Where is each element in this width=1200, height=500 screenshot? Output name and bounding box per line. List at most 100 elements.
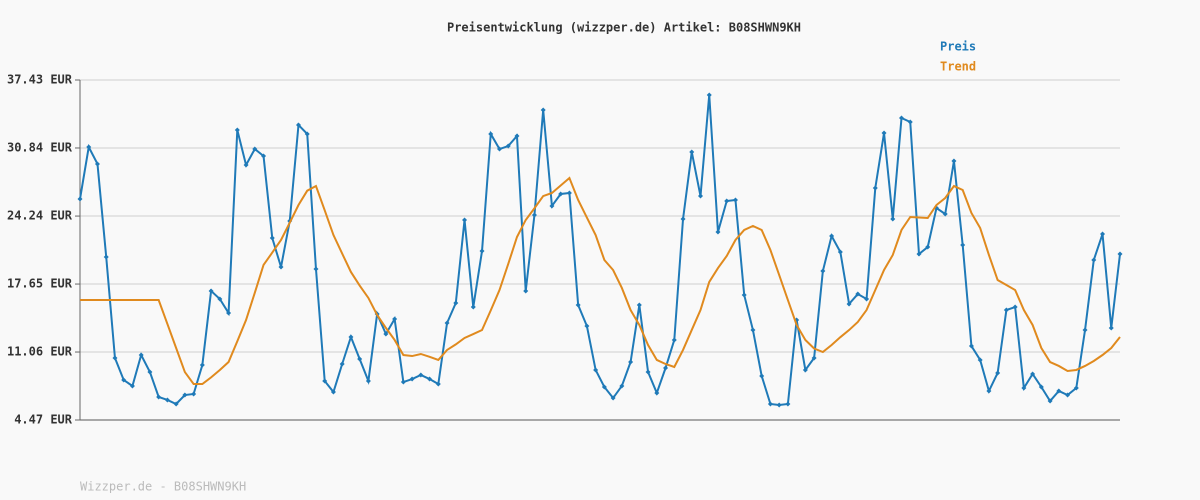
data-point xyxy=(1056,388,1062,394)
data-point xyxy=(129,383,135,389)
data-point xyxy=(1047,398,1053,404)
data-point xyxy=(1021,385,1027,391)
data-point xyxy=(741,292,747,298)
data-point xyxy=(846,301,852,307)
data-point xyxy=(829,233,835,239)
series-line xyxy=(80,176,1121,385)
data-point xyxy=(899,115,905,121)
data-point xyxy=(505,143,511,149)
data-point xyxy=(925,244,931,250)
data-point xyxy=(872,185,878,191)
data-point xyxy=(558,191,564,197)
data-point xyxy=(313,266,319,272)
data-point xyxy=(977,357,983,363)
data-point xyxy=(881,130,887,136)
data-point xyxy=(77,196,83,202)
data-point xyxy=(864,296,870,302)
y-tick-label: 30.84 EUR xyxy=(7,140,73,154)
data-point xyxy=(383,331,389,337)
data-point xyxy=(663,365,669,371)
data-point xyxy=(295,122,301,128)
data-point xyxy=(549,203,555,209)
data-point xyxy=(619,383,625,389)
data-point xyxy=(531,212,537,218)
data-point xyxy=(278,264,284,270)
data-point xyxy=(409,376,415,382)
data-point xyxy=(855,291,861,297)
data-point xyxy=(942,211,948,217)
data-point xyxy=(698,193,704,199)
data-point xyxy=(628,359,634,365)
data-point xyxy=(470,304,476,310)
data-point xyxy=(217,296,223,302)
data-point xyxy=(1108,325,1114,331)
data-point xyxy=(462,217,468,223)
data-point xyxy=(995,370,1001,376)
data-point xyxy=(138,352,144,358)
data-point xyxy=(208,288,214,294)
chart-title: Preisentwicklung (wizzper.de) Artikel: B… xyxy=(447,21,801,35)
series-line xyxy=(79,94,1121,407)
data-point xyxy=(1038,384,1044,390)
legend-label: Preis xyxy=(940,40,976,54)
data-point xyxy=(951,158,957,164)
data-point xyxy=(479,248,485,254)
data-point xyxy=(645,369,651,375)
data-point xyxy=(252,146,258,152)
data-point xyxy=(234,127,240,133)
data-point xyxy=(121,377,127,383)
data-point xyxy=(890,216,896,222)
data-point xyxy=(269,235,275,241)
data-point xyxy=(759,373,765,379)
data-point xyxy=(357,356,363,362)
y-tick-label: 17.65 EUR xyxy=(7,277,73,291)
data-point xyxy=(916,251,922,257)
data-point xyxy=(243,162,249,168)
footer: Wizzper.de - B08SHWN9KH xyxy=(80,480,246,494)
data-point xyxy=(112,355,118,361)
data-point xyxy=(523,288,529,294)
data-point xyxy=(610,395,616,401)
data-point xyxy=(1073,385,1079,391)
data-point xyxy=(191,391,197,397)
data-point xyxy=(182,392,188,398)
data-point xyxy=(601,384,607,390)
data-point xyxy=(636,302,642,308)
data-point xyxy=(348,334,354,340)
data-point xyxy=(496,146,502,152)
data-point xyxy=(103,254,109,260)
y-tick-label: 4.47 EUR xyxy=(14,413,73,427)
data-point xyxy=(706,92,712,98)
data-point xyxy=(1100,231,1106,237)
data-point xyxy=(322,378,328,384)
data-point xyxy=(680,216,686,222)
data-point xyxy=(689,149,695,155)
data-point xyxy=(593,367,599,373)
data-point xyxy=(837,249,843,255)
data-point xyxy=(453,300,459,306)
data-point xyxy=(400,379,406,385)
data-point xyxy=(575,302,581,308)
data-point xyxy=(339,361,345,367)
data-point xyxy=(147,369,153,375)
data-point xyxy=(1030,371,1036,377)
data-point xyxy=(173,401,179,407)
data-point xyxy=(365,378,371,384)
data-point xyxy=(199,362,205,368)
data-point xyxy=(427,376,433,382)
data-point xyxy=(1065,392,1071,398)
y-tick-label: 37.43 EUR xyxy=(7,73,73,87)
data-point xyxy=(715,229,721,235)
data-point xyxy=(654,390,660,396)
data-point xyxy=(785,401,791,407)
data-point xyxy=(164,397,170,403)
data-point xyxy=(986,388,992,394)
data-point xyxy=(392,316,398,322)
data-point xyxy=(1117,251,1123,257)
data-point xyxy=(488,131,494,137)
data-point xyxy=(960,242,966,248)
data-point xyxy=(94,161,100,167)
data-point xyxy=(1082,327,1088,333)
